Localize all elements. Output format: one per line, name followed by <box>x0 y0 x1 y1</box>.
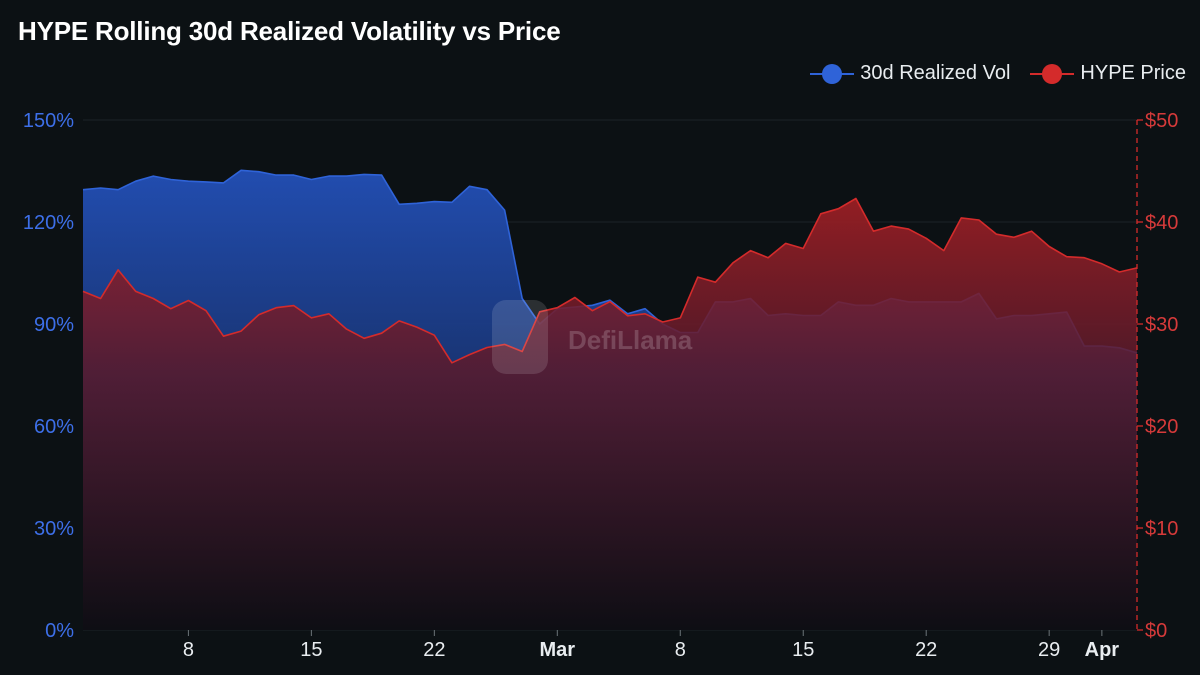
y-right-tick-label: $40 <box>1145 212 1178 234</box>
x-tick-label: Apr <box>1085 639 1120 661</box>
legend-item-price[interactable]: HYPE Price <box>1030 62 1186 85</box>
line-hype-price <box>82 197 1138 364</box>
y-right-tick-label: $50 <box>1145 110 1178 132</box>
y-left-tick-label: 90% <box>34 314 74 336</box>
legend-marker-vol <box>810 63 855 84</box>
axes: 0% 30% 60% 90% 120% 150% $0 $10 $20 $30 $40 $50 8 15 2… <box>23 110 1179 661</box>
x-tick-label: 29 <box>1038 639 1060 661</box>
x-tick-label: 22 <box>915 639 937 661</box>
y-left-tick-label: 0% <box>45 620 74 642</box>
chart-legend: 30d Realized Vol HYPE Price <box>790 62 1186 85</box>
x-tick-label: 15 <box>792 639 814 661</box>
y-right-tick-label: $10 <box>1145 518 1178 540</box>
y-right-tick-label: $0 <box>1145 620 1167 642</box>
watermark-text: DefiLlama <box>568 325 693 355</box>
x-tick-label: 22 <box>423 639 445 661</box>
y-left-tick-label: 60% <box>34 416 74 438</box>
series-areas <box>82 169 1138 631</box>
legend-item-vol[interactable]: 30d Realized Vol <box>810 62 1010 85</box>
legend-label-vol: 30d Realized Vol <box>860 62 1011 84</box>
x-tick-label: 8 <box>183 639 194 661</box>
y-right-tick-label: $30 <box>1145 314 1178 336</box>
legend-label-price: HYPE Price <box>1080 62 1186 84</box>
y-left-tick-label: 150% <box>23 110 74 132</box>
y-left-tick-label: 30% <box>34 518 74 540</box>
y-left-tick-label: 120% <box>23 212 74 234</box>
watermark: DefiLlama <box>492 300 693 374</box>
x-tick-label: Mar <box>540 639 576 661</box>
x-tick-label: 8 <box>675 639 686 661</box>
watermark-logo <box>492 300 548 374</box>
y-right-tick-label: $20 <box>1145 416 1178 438</box>
area-hype-price <box>83 198 1137 630</box>
chart-title: HYPE Rolling 30d Realized Volatility vs … <box>18 16 561 46</box>
legend-marker-price <box>1030 63 1075 84</box>
x-tick-label: 15 <box>300 639 322 661</box>
